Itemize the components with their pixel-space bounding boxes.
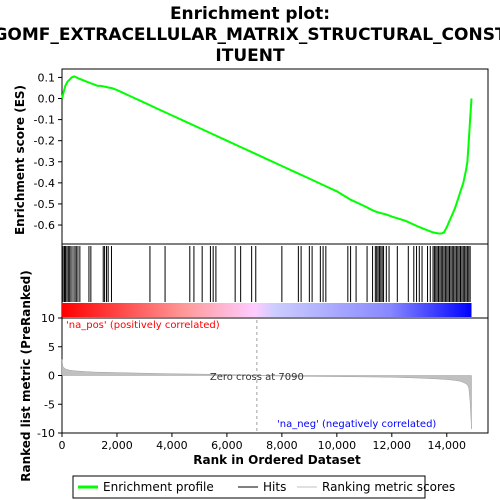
es-y-tick-label: -0.5: [34, 198, 55, 211]
es-y-tick-label: 0.1: [38, 71, 56, 84]
x-tick-label: 14,000: [428, 439, 467, 452]
ranking-color-bar: [62, 303, 472, 317]
metric-y-tick-label: -10: [37, 427, 55, 440]
legend-metric-label: Ranking metric scores: [322, 480, 455, 494]
es-y-tick-label: -0.4: [34, 177, 55, 190]
x-axis: 0 2,000 4,000 6,000 8,000 10,000 12,000 14,000: [59, 433, 467, 452]
chart-title-line-2: GOMF_EXTRACELLULAR_MATRIX_STRUCTURAL_CON…: [0, 25, 500, 45]
es-y-tick-label: -0.6: [34, 219, 55, 232]
x-tick-label: 2,000: [101, 439, 133, 452]
x-tick-label: 12,000: [373, 439, 412, 452]
ranking-metric-area: [61, 359, 472, 430]
x-tick-label: 0: [59, 439, 66, 452]
legend-enrichment-label: Enrichment profile: [103, 480, 214, 494]
zero-cross-label: Zero cross at 7090: [210, 372, 304, 383]
es-y-axis-label: Enrichment score (ES): [13, 85, 27, 235]
metric-y-tick-label: -5: [44, 398, 55, 411]
metric-y-tick-label: 5: [48, 341, 55, 354]
es-y-tick-label: -0.2: [34, 135, 55, 148]
es-y-axis: 0.1 0.0 -0.1 -0.2 -0.3 -0.4 -0.5 -0.6: [34, 71, 62, 232]
hits-marks: [62, 246, 471, 302]
metric-y-axis: 10 5 0 -5 -10: [37, 312, 62, 440]
es-y-tick-label: -0.3: [34, 156, 55, 169]
pos-correlated-label: 'na_pos' (positively correlated): [66, 320, 220, 331]
es-y-tick-label: 0.0: [38, 93, 56, 106]
x-axis-label: Rank in Ordered Dataset: [193, 453, 361, 467]
metric-y-tick-label: 10: [41, 312, 55, 325]
metric-y-tick-label: 0: [48, 370, 55, 383]
x-tick-label: 4,000: [156, 439, 188, 452]
metric-y-axis-label: Ranked list metric (PreRanked): [19, 270, 33, 482]
x-tick-label: 10,000: [318, 439, 357, 452]
es-y-tick-label: -0.1: [34, 114, 55, 127]
legend-hits-label: Hits: [263, 480, 286, 494]
chart-title-line-1: Enrichment plot:: [170, 4, 330, 24]
chart-title-line-3: ITUENT: [215, 46, 285, 66]
enrichment-profile-line: [61, 75, 473, 235]
neg-correlated-label: 'na_neg' (negatively correlated): [277, 419, 436, 430]
x-tick-label: 8,000: [266, 439, 298, 452]
x-tick-label: 6,000: [211, 439, 243, 452]
